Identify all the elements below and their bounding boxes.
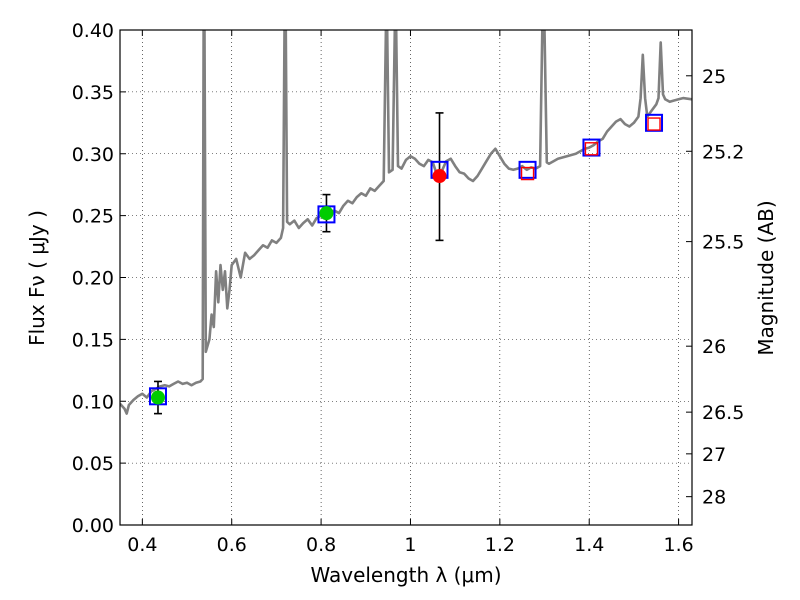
x-tick-labels: 0.4 0.6 0.8 1 1.2 1.4 1.6: [127, 534, 693, 556]
y-tick-label: 0.00: [72, 515, 114, 537]
x-tick-label: 1: [404, 534, 416, 556]
right-tick-label: 26: [702, 336, 726, 358]
x-axis-label: Wavelength λ (μm): [310, 563, 501, 587]
right-tick-label: 25.5: [702, 232, 744, 254]
x-tick-label: 0.8: [306, 534, 336, 556]
y-tick-label: 0.40: [72, 20, 114, 42]
y-tick-label: 0.10: [72, 391, 114, 413]
right-tick-label: 26.5: [702, 402, 744, 424]
y-tick-label: 0.25: [72, 206, 114, 228]
red-point: [432, 169, 447, 184]
open-red-square: [647, 117, 661, 131]
axis-ticks: [120, 29, 692, 526]
y-tick-label: 0.30: [72, 144, 114, 166]
spectrum-line: [120, 30, 692, 415]
y-axis-label-left: Flux Fν ( μJy ): [25, 210, 49, 346]
right-tick-label: 28: [702, 487, 726, 509]
open-red-square: [584, 142, 599, 156]
model-square-marker: [645, 113, 664, 132]
y-tick-label: 0.20: [72, 268, 114, 290]
right-tick-label: 25.2: [702, 141, 744, 163]
right-tick-labels: 25 25.2 25.5 26 26.5 27 28: [702, 66, 744, 509]
y-tick-label: 0.05: [72, 453, 114, 475]
y-tick-labels: 0.00 0.05 0.10 0.15 0.20 0.25 0.30 0.35 0.40: [72, 20, 114, 537]
y-tick-label: 0.35: [72, 82, 114, 104]
y-axis-label-right: Magnitude (AB): [754, 200, 778, 355]
marker-layer: [148, 112, 664, 415]
grid-lines: [120, 30, 692, 525]
right-tick-label: 27: [702, 444, 726, 466]
green-point: [150, 390, 165, 405]
y-tick-label: 0.15: [72, 329, 114, 351]
x-tick-label: 0.4: [127, 534, 157, 556]
x-tick-label: 0.6: [217, 534, 247, 556]
right-tick-label: 25: [702, 66, 726, 88]
model-square-marker: [582, 138, 601, 157]
x-tick-label: 1.6: [663, 534, 693, 556]
open-red-square: [520, 166, 535, 181]
spectrum-layer: [120, 30, 692, 415]
x-tick-label: 1.4: [574, 534, 604, 556]
model-square-marker: [518, 160, 537, 179]
x-tick-label: 1.2: [485, 534, 515, 556]
green-point: [319, 206, 334, 221]
